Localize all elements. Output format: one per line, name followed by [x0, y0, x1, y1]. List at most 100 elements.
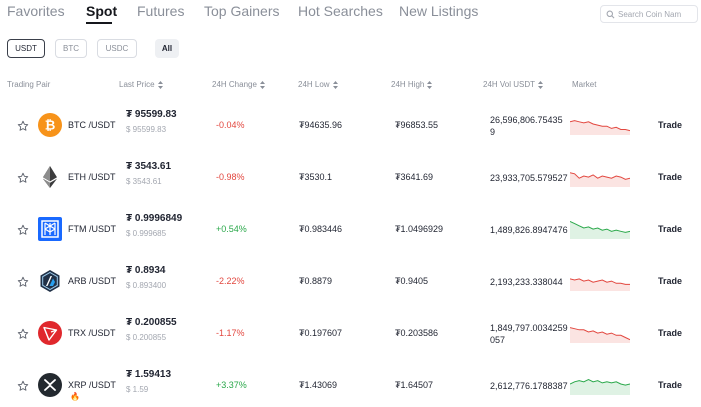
- sparkline-line: [570, 120, 630, 132]
- tab-hot-searches[interactable]: Hot Searches: [298, 3, 383, 19]
- column-market: Market: [572, 80, 596, 89]
- volume-line-2: 9: [490, 127, 496, 137]
- pair-name[interactable]: ARB /USDT: [68, 276, 117, 286]
- volume: 2,193,233.338044: [490, 276, 563, 288]
- column-24h-high[interactable]: 24H High: [391, 80, 433, 89]
- sparkline: [570, 278, 630, 291]
- usd-price: $ 0.893400: [126, 281, 167, 290]
- change-percent: -0.98%: [216, 172, 245, 182]
- pair-name[interactable]: TRX /USDT: [68, 328, 116, 338]
- arb-icon: [40, 270, 60, 292]
- trade-link[interactable]: Trade: [658, 120, 683, 130]
- sparkline-line: [570, 220, 630, 233]
- sparkline-area: [570, 172, 630, 187]
- star-icon[interactable]: [17, 172, 29, 184]
- volume: 23,933,705.579527: [490, 172, 568, 184]
- sparkline: [570, 220, 630, 239]
- sparkline-area: [570, 278, 630, 291]
- sparkline: [570, 120, 630, 135]
- low-price: ₮0.8879: [299, 276, 333, 286]
- sort-icon: [157, 80, 163, 89]
- usd-price: $ 0.999685: [126, 229, 167, 238]
- search-box[interactable]: [600, 5, 698, 23]
- pair-name[interactable]: XRP /USDT: [68, 380, 116, 390]
- high-price: ₮1.0496929: [395, 224, 444, 234]
- low-price: ₮0.197607: [299, 328, 343, 338]
- volume-line-1: 26,596,806.75435: [490, 115, 563, 125]
- change-percent: -0.04%: [216, 120, 245, 130]
- sparkline-line: [570, 379, 630, 386]
- sort-icon: [538, 80, 544, 89]
- sparkline-area: [570, 221, 630, 239]
- column-24h-change-label: 24H Change: [212, 80, 257, 89]
- last-price: ₮ 0.200855: [126, 317, 177, 328]
- volume-line-2: 057: [490, 335, 506, 345]
- volume: 1,849,797.0034259 057: [490, 322, 568, 346]
- trade-link[interactable]: Trade: [658, 328, 683, 338]
- column-last-price[interactable]: Last Price: [119, 80, 163, 89]
- sort-icon: [259, 80, 265, 89]
- star-icon[interactable]: [17, 380, 29, 392]
- low-price: ₮94635.96: [299, 120, 343, 130]
- filter-all[interactable]: All: [155, 39, 179, 58]
- column-trading-pair-label: Trading Pair: [7, 80, 51, 89]
- usd-price: $ 1.59: [126, 385, 149, 394]
- column-24h-low-label: 24H Low: [298, 80, 330, 89]
- column-24h-volume[interactable]: 24H Vol USDT: [483, 80, 544, 89]
- table-row[interactable]: ETH /USDT ₮ 3543.61 $ 3543.61 -0.98% ₮35…: [0, 153, 701, 205]
- search-icon: [606, 10, 615, 18]
- column-24h-high-label: 24H High: [391, 80, 425, 89]
- volume-line-1: 1,849,797.0034259: [490, 323, 568, 333]
- last-price: ₮ 95599.83: [126, 109, 177, 120]
- sparkline-area: [570, 379, 630, 395]
- sparkline-area: [570, 120, 630, 135]
- table-row[interactable]: ARB /USDT ₮ 0.8934 $ 0.893400 -2.22% ₮0.…: [0, 257, 701, 309]
- trade-link[interactable]: Trade: [658, 380, 683, 390]
- tab-favorites[interactable]: Favorites: [7, 3, 65, 19]
- column-24h-change[interactable]: 24H Change: [212, 80, 265, 89]
- sparkline-line: [570, 172, 630, 180]
- high-price: ₮96853.55: [395, 120, 439, 130]
- table-row[interactable]: ₿ BTC /USDT ₮ 95599.83 $ 95599.83 -0.04%…: [0, 101, 701, 153]
- trade-link[interactable]: Trade: [658, 276, 683, 286]
- tab-futures[interactable]: Futures: [137, 3, 185, 19]
- tab-top-gainers[interactable]: Top Gainers: [204, 3, 280, 19]
- ftm-icon: [38, 217, 62, 241]
- pair-name[interactable]: ETH /USDT: [68, 172, 116, 182]
- last-price: ₮ 0.9996849: [126, 213, 183, 224]
- last-price: ₮ 0.8934: [126, 265, 166, 276]
- usd-price: $ 3543.61: [126, 177, 162, 186]
- pair-name[interactable]: BTC /USDT: [68, 120, 116, 130]
- star-icon[interactable]: [17, 224, 29, 236]
- search-input[interactable]: [618, 9, 697, 19]
- volume-line-1: 1,489,826.8947476: [490, 225, 568, 235]
- filter-usdt[interactable]: USDT: [7, 39, 45, 58]
- usd-price: $ 95599.83: [126, 125, 167, 134]
- change-percent: +0.54%: [216, 224, 247, 234]
- table-row[interactable]: FTM /USDT ₮ 0.9996849 $ 0.999685 +0.54% …: [0, 205, 701, 257]
- filter-usdc[interactable]: USDC: [97, 39, 137, 58]
- star-icon[interactable]: [17, 276, 29, 288]
- trade-link[interactable]: Trade: [658, 172, 683, 182]
- tab-spot[interactable]: Spot: [86, 3, 118, 19]
- trade-link[interactable]: Trade: [658, 224, 683, 234]
- star-icon[interactable]: [17, 328, 29, 340]
- volume: 26,596,806.75435 9: [490, 114, 563, 138]
- low-price: ₮0.983446: [299, 224, 343, 234]
- filter-btc[interactable]: BTC: [55, 39, 87, 58]
- column-last-price-label: Last Price: [119, 80, 155, 89]
- change-percent: -1.17%: [216, 328, 245, 338]
- svg-text:₿: ₿: [45, 118, 56, 133]
- star-icon[interactable]: [17, 120, 29, 132]
- column-market-label: Market: [572, 80, 597, 89]
- column-24h-low[interactable]: 24H Low: [298, 80, 338, 89]
- high-price: ₮3641.69: [395, 172, 434, 182]
- tab-new-listings[interactable]: New Listings: [399, 3, 479, 19]
- sparkline-line: [570, 327, 630, 341]
- high-price: ₮0.9405: [395, 276, 429, 286]
- volume: 1,489,826.8947476: [490, 224, 568, 236]
- table-row[interactable]: TRX /USDT ₮ 0.200855 $ 0.200855 -1.17% ₮…: [0, 309, 701, 361]
- pair-name[interactable]: FTM /USDT: [68, 224, 116, 234]
- sparkline-line: [570, 278, 630, 285]
- table-row[interactable]: XRP /USDT 🔥 ₮ 1.59413 $ 1.59 +3.37% ₮1.4…: [0, 361, 701, 407]
